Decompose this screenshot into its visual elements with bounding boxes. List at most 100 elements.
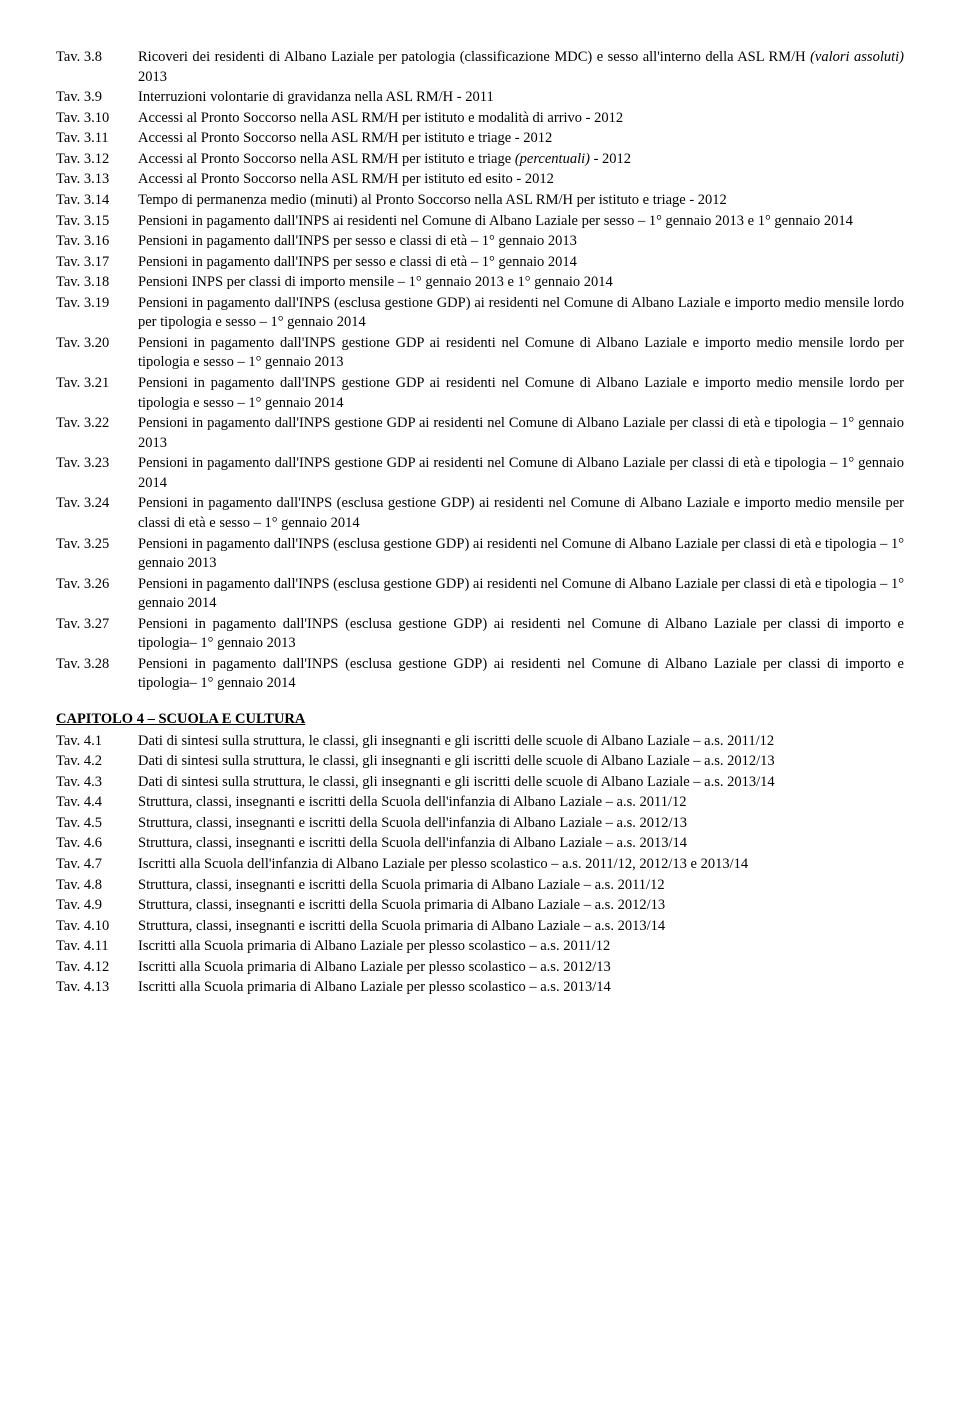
toc-label: Tav. 3.27 bbox=[56, 615, 138, 654]
toc-description: Pensioni in pagamento dall'INPS gestione… bbox=[138, 334, 904, 373]
toc-label: Tav. 3.25 bbox=[56, 535, 138, 574]
toc-entry: Tav. 3.15Pensioni in pagamento dall'INPS… bbox=[56, 212, 904, 232]
toc-entry: Tav. 4.5Struttura, classi, insegnanti e … bbox=[56, 814, 904, 834]
toc-label: Tav. 3.21 bbox=[56, 374, 138, 413]
toc-entry: Tav. 3.25Pensioni in pagamento dall'INPS… bbox=[56, 535, 904, 574]
toc-label: Tav. 4.9 bbox=[56, 896, 138, 916]
toc-entry: Tav. 3.10Accessi al Pronto Soccorso nell… bbox=[56, 109, 904, 129]
toc-entry: Tav. 4.10Struttura, classi, insegnanti e… bbox=[56, 917, 904, 937]
toc-label: Tav. 3.19 bbox=[56, 294, 138, 333]
toc-description: Accessi al Pronto Soccorso nella ASL RM/… bbox=[138, 170, 904, 190]
toc-entry: Tav. 4.4Struttura, classi, insegnanti e … bbox=[56, 793, 904, 813]
toc-entry: Tav. 4.8Struttura, classi, insegnanti e … bbox=[56, 876, 904, 896]
toc-label: Tav. 4.1 bbox=[56, 732, 138, 752]
toc-label: Tav. 3.15 bbox=[56, 212, 138, 232]
toc-label: Tav. 4.12 bbox=[56, 958, 138, 978]
toc-label: Tav. 3.23 bbox=[56, 454, 138, 493]
toc-label: Tav. 4.10 bbox=[56, 917, 138, 937]
toc-entry: Tav. 4.13Iscritti alla Scuola primaria d… bbox=[56, 978, 904, 998]
toc-label: Tav. 3.20 bbox=[56, 334, 138, 373]
toc-entry: Tav. 3.9Interruzioni volontarie di gravi… bbox=[56, 88, 904, 108]
toc-entry: Tav. 3.20Pensioni in pagamento dall'INPS… bbox=[56, 334, 904, 373]
toc-label: Tav. 3.16 bbox=[56, 232, 138, 252]
toc-label: Tav. 3.22 bbox=[56, 414, 138, 453]
toc-label: Tav. 4.3 bbox=[56, 773, 138, 793]
toc-entry: Tav. 3.16Pensioni in pagamento dall'INPS… bbox=[56, 232, 904, 252]
toc-label: Tav. 4.11 bbox=[56, 937, 138, 957]
toc-description: Dati di sintesi sulla struttura, le clas… bbox=[138, 732, 904, 752]
toc-description: Struttura, classi, insegnanti e iscritti… bbox=[138, 793, 904, 813]
chapter-4-title: CAPITOLO 4 – SCUOLA E CULTURA bbox=[56, 710, 904, 730]
toc-label: Tav. 4.5 bbox=[56, 814, 138, 834]
toc-entry: Tav. 4.9Struttura, classi, insegnanti e … bbox=[56, 896, 904, 916]
toc-entry: Tav. 3.27Pensioni in pagamento dall'INPS… bbox=[56, 615, 904, 654]
toc-entry: Tav. 3.23Pensioni in pagamento dall'INPS… bbox=[56, 454, 904, 493]
toc-label: Tav. 4.8 bbox=[56, 876, 138, 896]
toc-label: Tav. 4.13 bbox=[56, 978, 138, 998]
toc-description: Pensioni in pagamento dall'INPS (esclusa… bbox=[138, 575, 904, 614]
toc-entry: Tav. 3.19Pensioni in pagamento dall'INPS… bbox=[56, 294, 904, 333]
toc-label: Tav. 3.17 bbox=[56, 253, 138, 273]
toc-entry: Tav. 4.3Dati di sintesi sulla struttura,… bbox=[56, 773, 904, 793]
toc-label: Tav. 3.11 bbox=[56, 129, 138, 149]
toc-entry: Tav. 4.1Dati di sintesi sulla struttura,… bbox=[56, 732, 904, 752]
toc-description: Pensioni in pagamento dall'INPS (esclusa… bbox=[138, 615, 904, 654]
toc-description: Dati di sintesi sulla struttura, le clas… bbox=[138, 773, 904, 793]
toc-entry: Tav. 3.11Accessi al Pronto Soccorso nell… bbox=[56, 129, 904, 149]
toc-description: Pensioni in pagamento dall'INPS (esclusa… bbox=[138, 655, 904, 694]
toc-label: Tav. 4.2 bbox=[56, 752, 138, 772]
toc-entry: Tav. 3.24Pensioni in pagamento dall'INPS… bbox=[56, 494, 904, 533]
toc-description: Iscritti alla Scuola dell'infanzia di Al… bbox=[138, 855, 904, 875]
toc-description: Iscritti alla Scuola primaria di Albano … bbox=[138, 958, 904, 978]
toc-label: Tav. 3.24 bbox=[56, 494, 138, 533]
toc-label: Tav. 3.13 bbox=[56, 170, 138, 190]
toc-description: Accessi al Pronto Soccorso nella ASL RM/… bbox=[138, 109, 904, 129]
toc-description: Pensioni in pagamento dall'INPS (esclusa… bbox=[138, 494, 904, 533]
toc-label: Tav. 3.14 bbox=[56, 191, 138, 211]
toc-description: Dati di sintesi sulla struttura, le clas… bbox=[138, 752, 904, 772]
toc-description: Struttura, classi, insegnanti e iscritti… bbox=[138, 814, 904, 834]
toc-label: Tav. 4.4 bbox=[56, 793, 138, 813]
toc-description: Iscritti alla Scuola primaria di Albano … bbox=[138, 937, 904, 957]
toc-entry: Tav. 3.28Pensioni in pagamento dall'INPS… bbox=[56, 655, 904, 694]
toc-entry: Tav. 3.18Pensioni INPS per classi di imp… bbox=[56, 273, 904, 293]
toc-description: Iscritti alla Scuola primaria di Albano … bbox=[138, 978, 904, 998]
toc-description: Pensioni in pagamento dall'INPS per sess… bbox=[138, 232, 904, 252]
toc-description: Interruzioni volontarie di gravidanza ne… bbox=[138, 88, 904, 108]
toc-description: Accessi al Pronto Soccorso nella ASL RM/… bbox=[138, 129, 904, 149]
toc-label: Tav. 3.26 bbox=[56, 575, 138, 614]
toc-description: Struttura, classi, insegnanti e iscritti… bbox=[138, 896, 904, 916]
toc-entry: Tav. 3.13Accessi al Pronto Soccorso nell… bbox=[56, 170, 904, 190]
toc-entry: Tav. 3.17Pensioni in pagamento dall'INPS… bbox=[56, 253, 904, 273]
toc-entry: Tav. 4.11Iscritti alla Scuola primaria d… bbox=[56, 937, 904, 957]
toc-description: Struttura, classi, insegnanti e iscritti… bbox=[138, 876, 904, 896]
toc-description: Pensioni in pagamento dall'INPS per sess… bbox=[138, 253, 904, 273]
toc-label: Tav. 3.10 bbox=[56, 109, 138, 129]
toc-entry: Tav. 3.12Accessi al Pronto Soccorso nell… bbox=[56, 150, 904, 170]
toc-description: Pensioni in pagamento dall'INPS gestione… bbox=[138, 374, 904, 413]
section-4-list: Tav. 4.1Dati di sintesi sulla struttura,… bbox=[56, 732, 904, 998]
toc-entry: Tav. 3.21Pensioni in pagamento dall'INPS… bbox=[56, 374, 904, 413]
toc-description: Pensioni in pagamento dall'INPS ai resid… bbox=[138, 212, 904, 232]
toc-entry: Tav. 4.12Iscritti alla Scuola primaria d… bbox=[56, 958, 904, 978]
toc-description: Struttura, classi, insegnanti e iscritti… bbox=[138, 917, 904, 937]
toc-entry: Tav. 4.7Iscritti alla Scuola dell'infanz… bbox=[56, 855, 904, 875]
toc-label: Tav. 3.28 bbox=[56, 655, 138, 694]
toc-description: Ricoveri dei residenti di Albano Laziale… bbox=[138, 48, 904, 87]
toc-entry: Tav. 4.2Dati di sintesi sulla struttura,… bbox=[56, 752, 904, 772]
toc-entry: Tav. 3.26Pensioni in pagamento dall'INPS… bbox=[56, 575, 904, 614]
toc-description: Tempo di permanenza medio (minuti) al Pr… bbox=[138, 191, 904, 211]
toc-description: Struttura, classi, insegnanti e iscritti… bbox=[138, 834, 904, 854]
toc-label: Tav. 3.12 bbox=[56, 150, 138, 170]
toc-entry: Tav. 3.14Tempo di permanenza medio (minu… bbox=[56, 191, 904, 211]
toc-label: Tav. 4.7 bbox=[56, 855, 138, 875]
toc-label: Tav. 4.6 bbox=[56, 834, 138, 854]
toc-description: Pensioni in pagamento dall'INPS (esclusa… bbox=[138, 535, 904, 574]
section-3-list: Tav. 3.8Ricoveri dei residenti di Albano… bbox=[56, 48, 904, 694]
toc-label: Tav. 3.18 bbox=[56, 273, 138, 293]
toc-description: Pensioni in pagamento dall'INPS gestione… bbox=[138, 414, 904, 453]
toc-description: Pensioni in pagamento dall'INPS (esclusa… bbox=[138, 294, 904, 333]
toc-entry: Tav. 3.22Pensioni in pagamento dall'INPS… bbox=[56, 414, 904, 453]
toc-entry: Tav. 3.8Ricoveri dei residenti di Albano… bbox=[56, 48, 904, 87]
toc-label: Tav. 3.9 bbox=[56, 88, 138, 108]
